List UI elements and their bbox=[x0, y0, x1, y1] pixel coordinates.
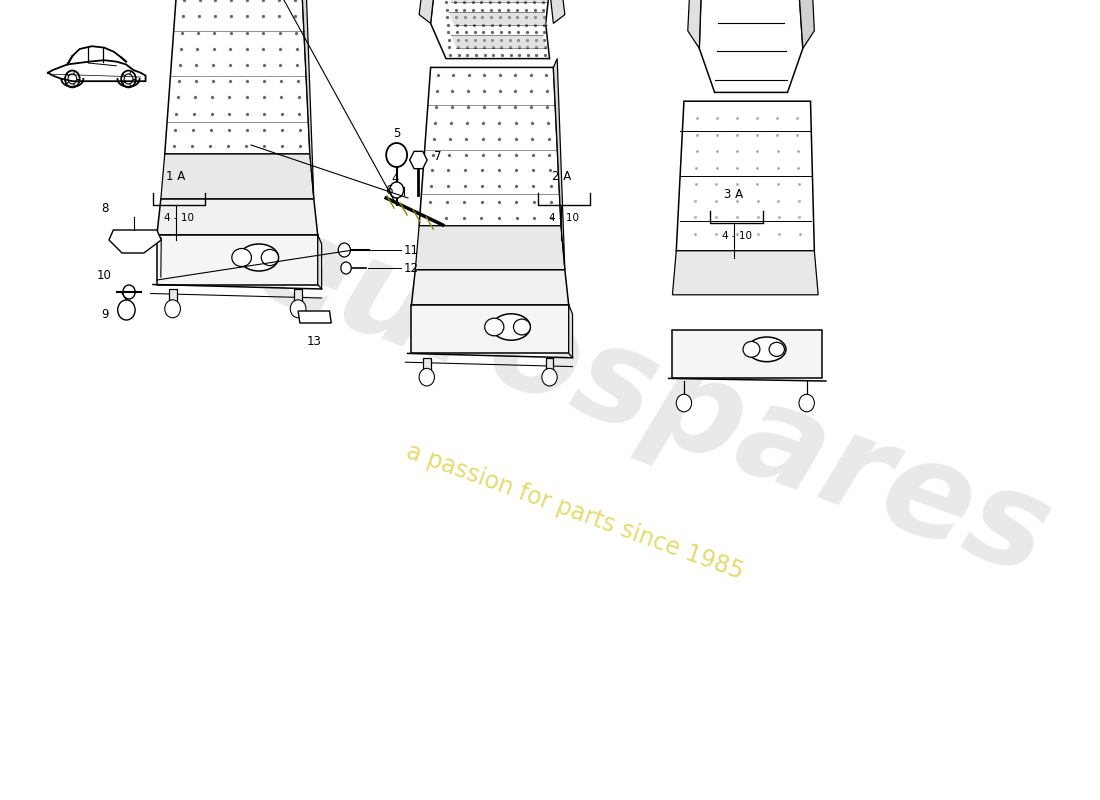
Polygon shape bbox=[546, 0, 565, 23]
Text: 7: 7 bbox=[434, 150, 441, 163]
Polygon shape bbox=[688, 0, 703, 48]
Circle shape bbox=[341, 262, 351, 274]
Polygon shape bbox=[546, 358, 553, 375]
Text: 10: 10 bbox=[97, 269, 111, 282]
Polygon shape bbox=[165, 0, 310, 154]
Ellipse shape bbox=[262, 250, 278, 266]
Circle shape bbox=[338, 243, 351, 257]
Polygon shape bbox=[672, 251, 818, 295]
Polygon shape bbox=[157, 235, 318, 285]
Text: 8: 8 bbox=[101, 202, 108, 215]
Circle shape bbox=[118, 300, 135, 320]
Polygon shape bbox=[446, 0, 548, 2]
Circle shape bbox=[389, 182, 404, 198]
Polygon shape bbox=[676, 102, 814, 251]
Text: 3 A: 3 A bbox=[725, 188, 744, 201]
Polygon shape bbox=[411, 305, 569, 354]
Circle shape bbox=[165, 300, 180, 318]
Polygon shape bbox=[411, 270, 569, 305]
Text: a passion for parts since 1985: a passion for parts since 1985 bbox=[404, 440, 747, 584]
Polygon shape bbox=[157, 199, 318, 235]
Polygon shape bbox=[318, 235, 321, 289]
Ellipse shape bbox=[769, 342, 784, 357]
Text: 5: 5 bbox=[393, 127, 400, 140]
Text: 1 A: 1 A bbox=[166, 170, 186, 183]
Polygon shape bbox=[294, 289, 302, 307]
Ellipse shape bbox=[485, 318, 504, 336]
Polygon shape bbox=[302, 0, 313, 199]
Polygon shape bbox=[298, 311, 331, 323]
Polygon shape bbox=[409, 151, 427, 169]
Text: 13: 13 bbox=[307, 335, 321, 348]
Ellipse shape bbox=[742, 342, 760, 358]
Text: 4 - 10: 4 - 10 bbox=[722, 231, 751, 241]
Circle shape bbox=[123, 285, 135, 299]
Polygon shape bbox=[168, 289, 176, 307]
Text: 4: 4 bbox=[392, 172, 398, 185]
Polygon shape bbox=[449, 12, 547, 25]
Polygon shape bbox=[424, 358, 430, 375]
Text: 4 - 10: 4 - 10 bbox=[549, 213, 579, 223]
Polygon shape bbox=[569, 305, 572, 358]
Polygon shape bbox=[451, 35, 546, 48]
Polygon shape bbox=[672, 330, 822, 378]
Circle shape bbox=[542, 368, 558, 386]
Polygon shape bbox=[430, 0, 553, 58]
Polygon shape bbox=[416, 226, 565, 270]
Text: 2 A: 2 A bbox=[552, 170, 571, 183]
Polygon shape bbox=[161, 154, 314, 199]
Text: 9: 9 bbox=[101, 309, 109, 322]
Text: eurospares: eurospares bbox=[238, 198, 1066, 602]
Text: 11: 11 bbox=[404, 243, 419, 257]
Polygon shape bbox=[700, 0, 803, 92]
Ellipse shape bbox=[232, 249, 252, 266]
Text: 12: 12 bbox=[404, 262, 419, 274]
Polygon shape bbox=[553, 58, 565, 270]
Ellipse shape bbox=[492, 314, 530, 340]
Circle shape bbox=[799, 394, 814, 412]
Text: 4 - 10: 4 - 10 bbox=[164, 213, 194, 223]
Circle shape bbox=[386, 143, 407, 167]
Polygon shape bbox=[795, 0, 814, 48]
Circle shape bbox=[676, 394, 692, 412]
Circle shape bbox=[290, 300, 306, 318]
Ellipse shape bbox=[240, 244, 278, 271]
Ellipse shape bbox=[748, 337, 786, 362]
Polygon shape bbox=[419, 67, 561, 226]
Ellipse shape bbox=[514, 319, 530, 335]
Text: 6: 6 bbox=[385, 183, 393, 197]
Circle shape bbox=[419, 368, 435, 386]
Polygon shape bbox=[419, 0, 438, 23]
Polygon shape bbox=[109, 230, 162, 253]
